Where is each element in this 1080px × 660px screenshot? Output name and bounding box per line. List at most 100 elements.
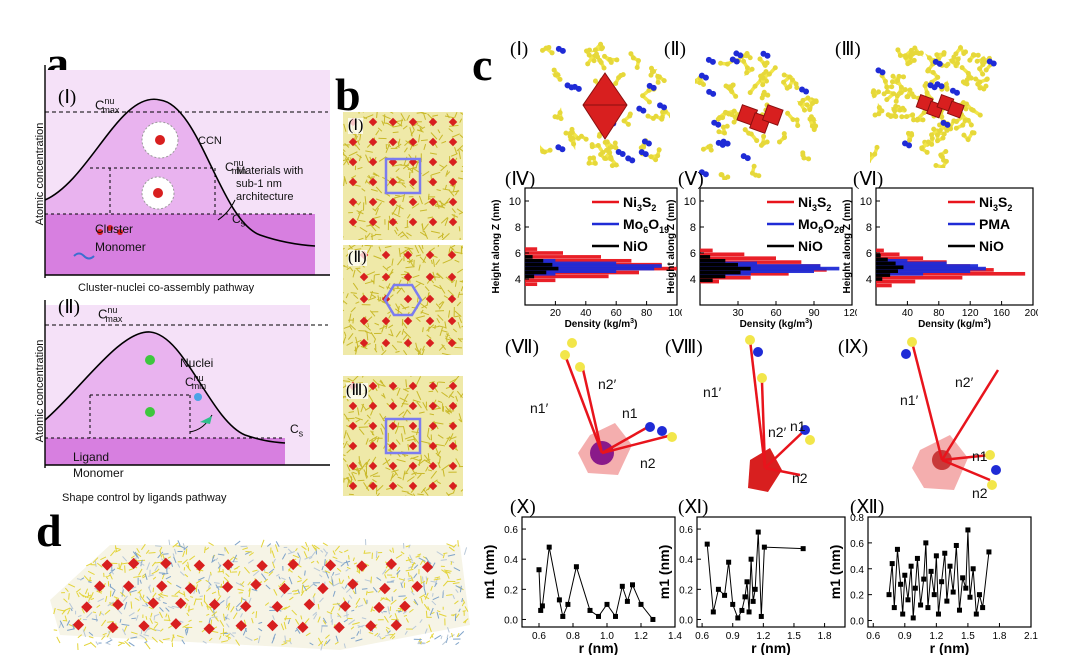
density-bar (525, 262, 553, 267)
density-bar (525, 258, 632, 263)
data-point (624, 598, 630, 604)
b1-roman: (Ⅰ) (348, 117, 364, 134)
nucleation-curve-1 (44, 65, 330, 278)
density-bar (700, 275, 751, 280)
data-point (573, 564, 579, 570)
c1-roman: (Ⅰ) (510, 39, 529, 60)
data-point (967, 594, 973, 600)
y-axis-label: m1 (nm) (656, 545, 672, 599)
data-point (965, 527, 971, 533)
a2-cmin: Cnumin (185, 373, 207, 392)
data-point (925, 605, 931, 611)
c10-roman: (Ⅹ) (510, 497, 536, 518)
data-point (587, 607, 593, 613)
data-point (704, 541, 710, 547)
y-tick-label: 4 (866, 274, 872, 286)
m1-chart-x: 0.0 0.2 0.4 0.6 0.6 0.8 1.0 1.2 1.4 m1 (nm) r (nm) (481, 516, 682, 655)
a1-cs: Cs (232, 212, 246, 229)
plot-frame (696, 516, 846, 628)
x-tick-label: 60 (611, 308, 623, 319)
data-point (752, 586, 758, 592)
c9-roman: (Ⅸ) (838, 337, 869, 358)
x-tick-label: 80 (933, 308, 945, 319)
x-tick-label: 1.8 (818, 631, 832, 642)
x-tick-label: 1.5 (961, 631, 975, 642)
data-point (761, 544, 767, 550)
a1-cmin: Cnumin (225, 158, 247, 177)
a1-cluster-label: Cluster (95, 222, 134, 236)
data-point (755, 529, 761, 535)
density-bar (876, 275, 963, 280)
y-tick-label: 0.2 (850, 591, 864, 602)
y-tick-label: 4 (690, 274, 696, 286)
b2-roman: (Ⅱ) (348, 249, 367, 266)
c3-molecule (870, 44, 997, 168)
c7-annot-2: n1 (622, 405, 638, 421)
density-bar (876, 261, 947, 266)
y-tick-label: 10 (860, 196, 872, 208)
plot-frame (521, 516, 676, 628)
data-point (970, 566, 976, 572)
x-tick-label: 120 (962, 308, 979, 319)
data-point (800, 546, 806, 552)
density-bar (525, 261, 617, 266)
density-bar (525, 274, 609, 279)
a1-ylabel: Atomic concentration (34, 122, 46, 226)
density-bar (876, 269, 971, 274)
m1-chart-xi: 0.0 0.2 0.4 0.6 0.6 0.9 1.2 1.5 1.8 m1 (nm) r (nm) (656, 516, 846, 655)
y-tick-label: 0.4 (850, 565, 864, 576)
c8-roman: (Ⅷ) (665, 337, 703, 358)
data-point (894, 546, 900, 552)
density-bar (876, 258, 908, 263)
y-tick-label: 0.4 (504, 555, 518, 566)
data-point (986, 549, 992, 555)
a1-caption: Cluster-nuclei co-assembly pathway (78, 282, 255, 294)
density-bar (700, 266, 751, 271)
density-bar (700, 264, 821, 268)
data-point (939, 579, 945, 585)
density-bar (700, 248, 713, 253)
data-point (715, 586, 721, 592)
data-point (900, 611, 906, 617)
y-tick-label: 10 (684, 196, 696, 208)
c8-annot-3: n2 (792, 470, 808, 486)
data-point (908, 563, 914, 569)
a1-ccn-label: CCN (198, 135, 222, 147)
panel-letter-c: c (472, 39, 493, 90)
data-point (750, 598, 756, 604)
density-bar (525, 269, 617, 274)
x-tick-label: 1.4 (668, 631, 682, 642)
density-bar (876, 273, 891, 277)
density-bar (700, 255, 711, 259)
data-point (619, 583, 625, 589)
data-point (604, 601, 610, 607)
y-axis-label: Height along Z (nm) (666, 200, 677, 294)
density-bar (876, 283, 892, 288)
density-bar (876, 261, 896, 266)
data-point (905, 597, 911, 603)
density-bar (700, 258, 726, 263)
panel-letter-b: b (335, 69, 361, 120)
a1-materials-note: Materials with sub-1 nm architecture (236, 165, 304, 203)
data-point (898, 581, 904, 587)
data-point (944, 598, 950, 604)
density-chart-v: 4 6 8 10 30 60 90 120 Height along Z (nm) Density… (666, 187, 857, 330)
a1-cmax: Cnumax (95, 96, 120, 115)
density-bar (700, 252, 745, 257)
data-point (722, 592, 728, 598)
data-point (889, 561, 895, 567)
data-point (931, 592, 937, 598)
legend-entry: Ni3S2 (979, 194, 1012, 213)
y-tick-label: 8 (690, 222, 696, 234)
data-point (560, 613, 566, 619)
x-axis-label: Density (kg/m3) (918, 318, 991, 330)
a2-cs: Cs (290, 422, 304, 439)
c3-roman: (Ⅲ) (835, 39, 861, 60)
density-bar (525, 270, 547, 275)
data-point (596, 613, 601, 619)
c8-annot-0: n1′ (703, 384, 722, 400)
x-axis-label: Density (kg/m3) (565, 318, 638, 330)
data-point (726, 559, 732, 565)
c9-annot-3: n2 (972, 485, 988, 501)
density-bar (700, 256, 776, 261)
